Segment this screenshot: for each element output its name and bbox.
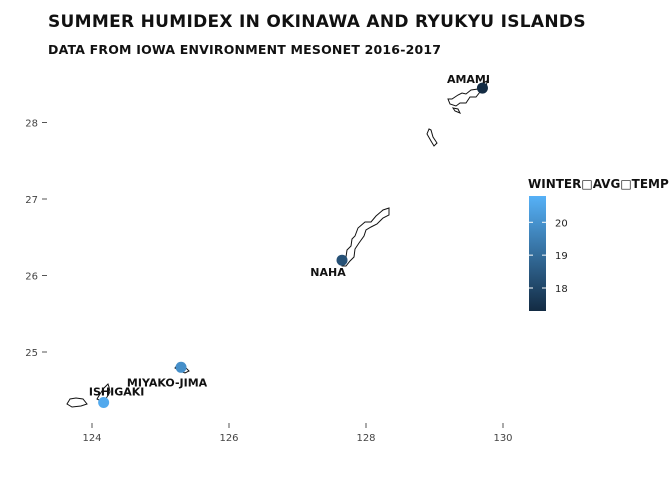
chart-subtitle: DATA FROM IOWA ENVIRONMENT MESONET 2016-… [48, 42, 442, 57]
station-points [98, 82, 488, 408]
x-tick-label: 128 [356, 433, 375, 444]
station-point-amami [476, 82, 488, 94]
okinawa-island-outline [340, 207, 390, 267]
okinoerabu-outline [426, 128, 438, 147]
station-point-ishigaki [98, 396, 110, 408]
legend-colorbar [529, 196, 546, 311]
legend-tick-label: 20 [555, 218, 568, 229]
station-label-amami: AMAMI [447, 73, 490, 86]
x-axis: 124 126 128 130 [82, 423, 513, 444]
station-label-ishigaki: ISHIGAKI [89, 385, 144, 398]
x-tick-label: 130 [493, 433, 512, 444]
iriomote-island-outline [66, 397, 88, 408]
legend-tick-label: 18 [555, 284, 568, 295]
y-tick-label: 28 [25, 119, 38, 130]
station-label-naha: NAHA [310, 266, 346, 279]
tokunoshima-outline [451, 107, 462, 114]
legend-title: WINTER□AVG□TEMP [528, 177, 669, 191]
y-tick-label: 27 [25, 195, 38, 206]
x-tick-label: 126 [219, 433, 238, 444]
legend-tick-label: 19 [555, 251, 568, 262]
color-legend: WINTER□AVG□TEMP 18 19 20 [528, 177, 669, 311]
chart-title: SUMMER HUMIDEX IN OKINAWA AND RYUKYU ISL… [48, 12, 586, 32]
y-axis: 25 26 27 28 [25, 119, 47, 359]
station-label-miyako-jima: MIYAKO-JIMA [127, 376, 208, 389]
y-tick-label: 25 [25, 348, 38, 359]
station-point-naha [336, 254, 348, 266]
coastlines [66, 80, 488, 408]
amami-island-outline [447, 80, 488, 107]
y-tick-label: 26 [25, 272, 38, 283]
x-tick-label: 124 [82, 433, 101, 444]
station-point-miyako-jima [175, 361, 187, 373]
